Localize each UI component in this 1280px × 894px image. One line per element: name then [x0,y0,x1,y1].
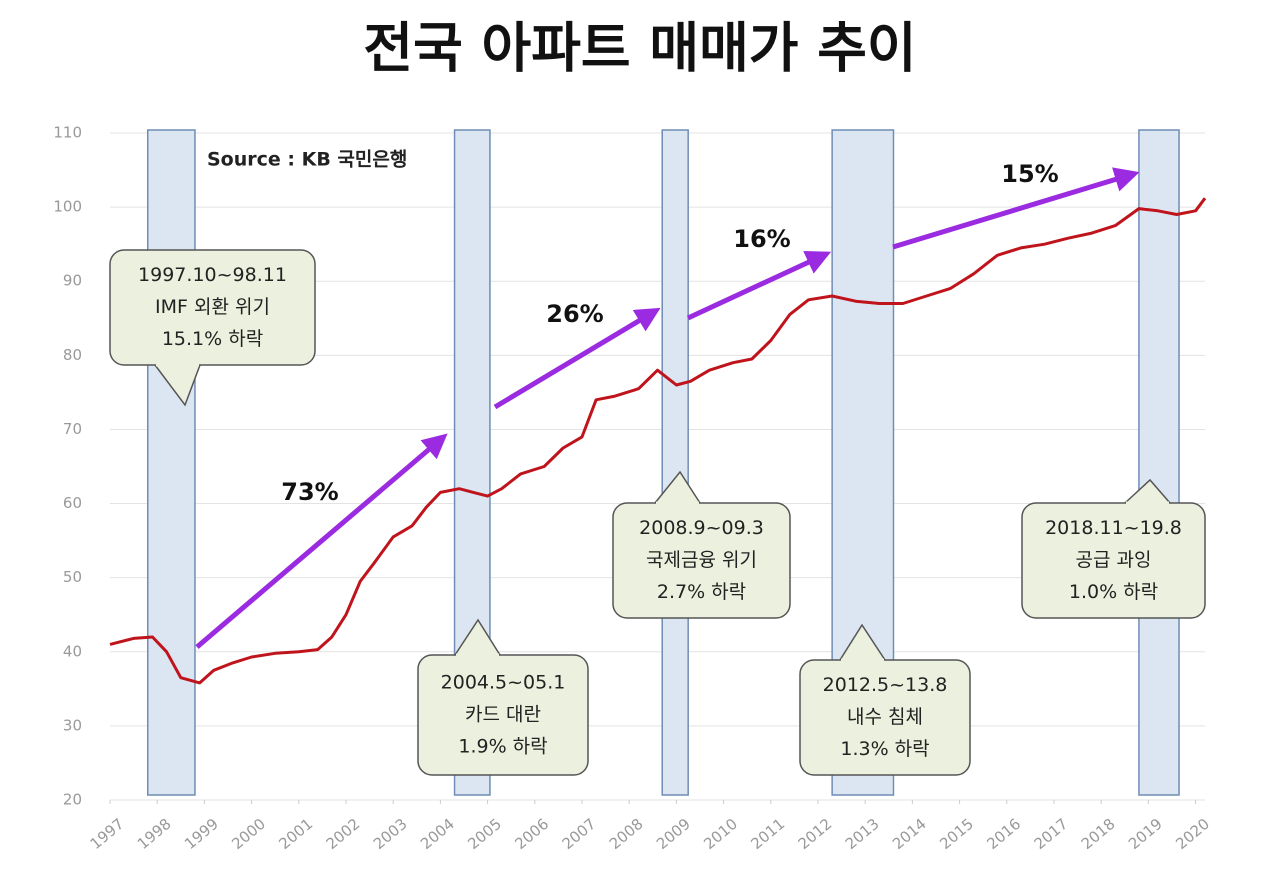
callout-box [109,249,316,366]
callout-text: 15.1% 하락 [162,328,263,350]
y-tick-label: 50 [63,568,82,586]
callout-tail [455,620,500,655]
x-tick-label: 2001 [275,815,316,853]
growth-label: 73% [281,478,338,506]
y-tick-label: 110 [53,124,82,142]
chart-title: 전국 아파트 매매가 추이 [363,17,916,80]
growth-label: 16% [733,225,790,253]
callout-tail [1125,480,1170,503]
x-tick-label: 1999 [181,815,222,853]
callout-text: 2012.5~13.8 [823,674,948,696]
callout-text: 공급 과잉 [1076,549,1152,571]
x-tick-label: 2013 [842,815,883,853]
growth-arrow [195,433,448,649]
y-tick-label: 100 [53,198,82,216]
y-tick-label: 30 [63,716,82,734]
growth-arrow [892,167,1140,250]
callout-tail-edge [154,364,201,407]
callout-text: 1.0% 하락 [1069,581,1158,603]
growth-label: 26% [546,300,603,328]
x-tick-label: 2003 [370,815,411,853]
x-tick-label: 2007 [559,815,600,853]
callout-box [612,502,791,619]
y-tick-label: 90 [63,272,82,290]
x-tick-label: 2014 [889,815,930,853]
callout-text: 국제금융 위기 [646,549,757,571]
callout-box [417,654,589,776]
x-tick-label: 2010 [700,815,741,853]
y-tick-label: 60 [63,494,82,512]
crisis-period [1138,129,1180,796]
callout-tail-edge [454,618,501,656]
growth-arrow [493,307,661,410]
callout-text: 내수 침체 [847,706,923,728]
callout-tail-edge [839,623,886,661]
y-tick-label: 20 [63,791,82,809]
crisis-period [147,129,196,796]
y-tick-label: 70 [63,420,82,438]
x-tick-label: 2002 [323,815,364,853]
y-tick-label: 80 [63,346,82,364]
callout-tail-edge [654,470,701,504]
x-tick-label: 2012 [795,815,836,853]
x-tick-label: 2004 [417,815,458,853]
x-tick-label: 1998 [134,815,175,853]
source-note: Source : KB 국민은행 [207,149,407,171]
y-tick-label: 40 [63,642,82,660]
growth-label: 15% [1001,160,1058,188]
callout-text: 카드 대란 [465,704,541,726]
x-tick-label: 2008 [606,815,647,853]
callout-text: 1.9% 하락 [458,736,547,758]
x-tick-label: 1997 [87,815,128,853]
callout-text: 2008.9~09.3 [639,517,764,539]
callout-text: 2.7% 하락 [657,581,746,603]
x-tick-label: 2017 [1031,815,1072,853]
callout-tail-edge [1124,478,1171,504]
x-tick-label: 2015 [936,815,977,853]
x-tick-label: 2006 [511,815,552,853]
x-tick-label: 2005 [464,815,505,853]
crisis-period [661,129,689,796]
x-tick-label: 2020 [1172,815,1213,853]
x-tick-label: 2009 [653,815,694,853]
x-tick-label: 2018 [1078,815,1119,853]
callout-text: 2018.11~19.8 [1045,517,1182,539]
price-line [109,197,1207,685]
callout-text: 1997.10~98.11 [138,264,287,286]
callout-tail [655,472,700,503]
callout-text: 2004.5~05.1 [441,672,566,694]
x-tick-label: 2000 [228,815,269,853]
growth-arrow [686,250,832,321]
x-tick-label: 2011 [747,815,788,853]
callout-text: 1.3% 하락 [840,738,929,760]
callout-tail [840,625,885,660]
callout-text: IMF 외환 위기 [155,296,270,318]
x-tick-label: 2016 [983,815,1024,853]
callout-box [1021,502,1206,619]
x-tick-label: 2019 [1125,815,1166,853]
